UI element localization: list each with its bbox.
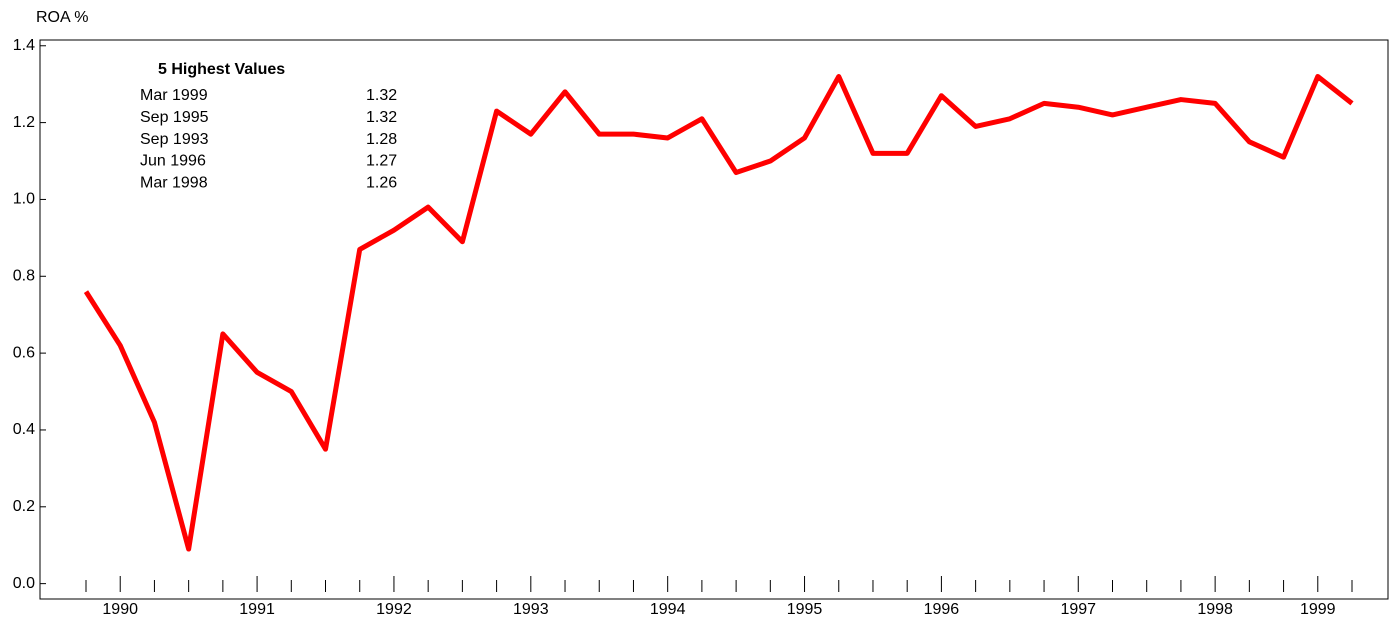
y-tick-label: 0.2 bbox=[13, 498, 35, 515]
y-tick-label: 1.4 bbox=[13, 37, 35, 54]
annotation-value: 1.26 bbox=[366, 174, 397, 191]
annotation-title: 5 Highest Values bbox=[158, 61, 285, 78]
y-axis-label: ROA % bbox=[36, 9, 88, 26]
y-tick-label: 1.0 bbox=[13, 191, 35, 208]
y-tick-label: 0.0 bbox=[13, 575, 35, 592]
annotation-date: Mar 1998 bbox=[140, 174, 208, 191]
x-tick-label: 1991 bbox=[239, 601, 275, 618]
y-tick-label: 0.6 bbox=[13, 344, 35, 361]
x-tick-label: 1999 bbox=[1300, 601, 1336, 618]
y-tick-label: 1.2 bbox=[13, 114, 35, 131]
annotation-date: Sep 1995 bbox=[140, 109, 209, 126]
annotation-value: 1.32 bbox=[366, 87, 397, 104]
x-tick-label: 1994 bbox=[650, 601, 686, 618]
annotation-date: Sep 1993 bbox=[140, 131, 209, 148]
plot-frame bbox=[39, 39, 1389, 600]
x-tick-label: 1990 bbox=[102, 601, 138, 618]
x-tick-label: 1993 bbox=[513, 601, 549, 618]
x-tick-label: 1992 bbox=[376, 601, 412, 618]
annotation-value: 1.27 bbox=[366, 153, 397, 170]
y-tick-label: 0.8 bbox=[13, 267, 35, 284]
x-tick-label: 1997 bbox=[1060, 601, 1096, 618]
y-tick-label: 0.4 bbox=[13, 421, 35, 438]
x-tick-label: 1995 bbox=[787, 601, 823, 618]
annotation-value: 1.32 bbox=[366, 109, 397, 126]
annotation-date: Jun 1996 bbox=[140, 153, 206, 170]
annotation-value: 1.28 bbox=[366, 131, 397, 148]
annotation-date: Mar 1999 bbox=[140, 87, 208, 104]
x-tick-label: 1996 bbox=[924, 601, 960, 618]
x-tick-label: 1998 bbox=[1197, 601, 1233, 618]
data-line bbox=[83, 73, 1354, 552]
